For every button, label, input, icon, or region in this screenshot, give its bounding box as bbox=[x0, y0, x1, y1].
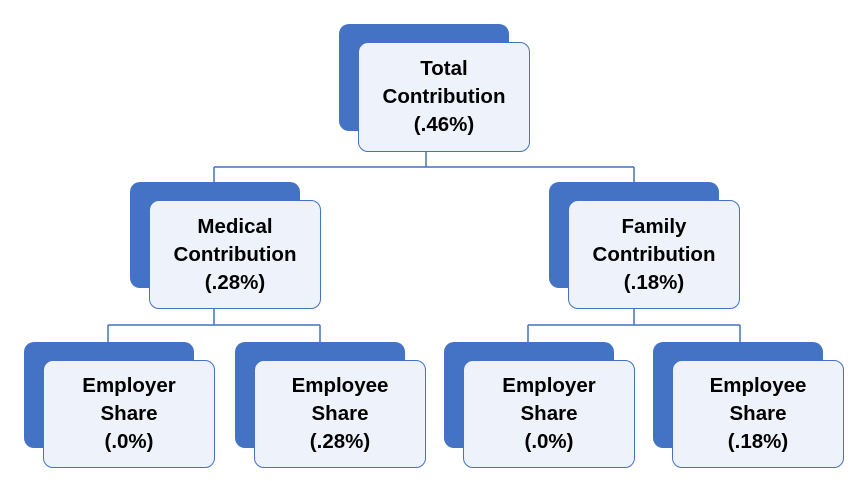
node-box: Medical Contribution (.28%) bbox=[149, 200, 321, 309]
node-label: Employer Share (.0%) bbox=[502, 374, 596, 453]
node-box: Employer Share (.0%) bbox=[463, 360, 635, 468]
node-box: Employer Share (.0%) bbox=[43, 360, 215, 468]
node-box: Employee Share (.18%) bbox=[672, 360, 844, 468]
node-label: Medical Contribution (.28%) bbox=[173, 214, 297, 294]
node-label: Employer Share (.0%) bbox=[82, 374, 176, 453]
node-label: Family Contribution (.18%) bbox=[592, 214, 716, 294]
node-box: Total Contribution (.46%) bbox=[358, 42, 530, 152]
node-label: Employee Share (.28%) bbox=[291, 374, 389, 453]
node-label: Employee Share (.18%) bbox=[709, 374, 807, 453]
node-label: Total Contribution (.46%) bbox=[382, 57, 506, 136]
node-box: Family Contribution (.18%) bbox=[568, 200, 740, 309]
node-box: Employee Share (.28%) bbox=[254, 360, 426, 468]
